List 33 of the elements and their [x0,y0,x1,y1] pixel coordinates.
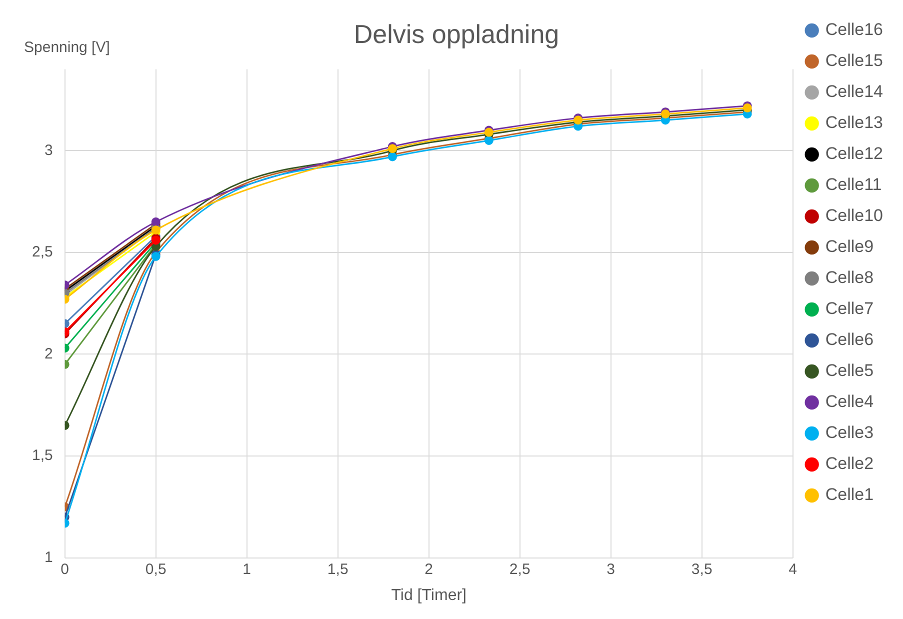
legend-label: Celle6 [825,330,874,350]
x-tick-label: 4 [788,560,798,578]
x-axis-title: Tid [Timer] [391,586,466,604]
legend-label: Celle16 [825,20,884,40]
legend-label: Celle2 [825,454,874,474]
legend-label: Celle1 [825,485,874,504]
y-tick-label: 2,5 [32,244,53,261]
legend-label: Celle7 [825,299,874,318]
legend-label: Celle5 [825,361,874,380]
legend-label: Celle4 [825,392,874,412]
legend-label: Celle15 [825,51,884,70]
x-tick-label: 3,5 [691,560,712,578]
x-tick-label: 3 [606,560,616,578]
y-tick-label: 1 [44,548,53,566]
legend-label: Celle12 [825,144,884,164]
y-tick-label: 1,5 [32,447,53,464]
legend-label: Celle10 [825,206,884,226]
x-tick-label: 0,5 [145,560,166,578]
y-tick-label: 2 [44,345,53,362]
legend-label: Celle8 [825,268,874,288]
legend-label: Celle3 [825,423,874,442]
x-tick-label: 2,5 [509,560,530,578]
y-tick-label: 3 [44,142,53,159]
chart-title: Delvis oppladning [354,18,560,49]
x-tick-label: 1 [242,560,252,578]
x-tick-label: 1,5 [327,560,348,578]
legend-label: Celle11 [825,175,882,194]
y-axis-title: Spenning [V] [24,39,110,56]
legend-label: Celle9 [825,237,874,256]
legend-label: Celle14 [825,82,884,102]
x-tick-label: 0 [60,560,70,578]
legend-label: Celle13 [825,113,884,132]
x-tick-label: 2 [424,560,434,578]
